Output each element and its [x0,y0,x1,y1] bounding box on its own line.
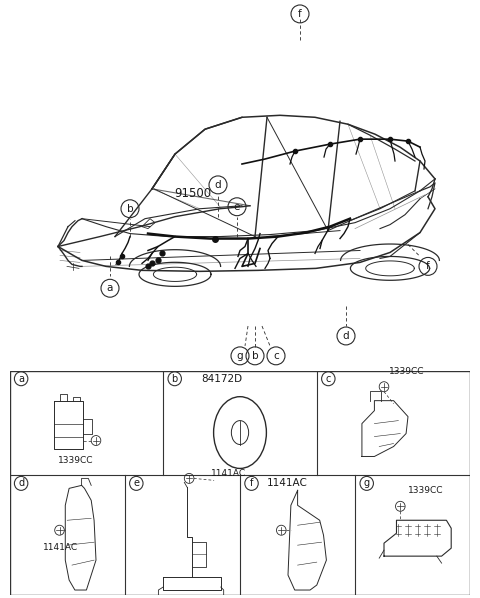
Text: c: c [273,351,279,361]
Text: 1339CC: 1339CC [389,367,424,376]
Text: f: f [426,261,430,271]
Text: 91500: 91500 [174,187,211,200]
Text: 1339CC: 1339CC [58,456,93,465]
Text: a: a [107,283,113,293]
Text: g: g [237,351,243,361]
Text: f: f [298,9,302,19]
Text: b: b [127,204,133,213]
Text: 84172D: 84172D [202,374,243,384]
Text: 1141AC: 1141AC [267,478,308,489]
Text: 1339CC: 1339CC [408,486,444,495]
Text: c: c [325,374,331,384]
Text: g: g [364,478,370,489]
Text: f: f [250,478,253,489]
Text: e: e [133,478,139,489]
Text: a: a [18,374,24,384]
Text: 1141AC: 1141AC [43,543,78,552]
Text: b: b [252,351,258,361]
Text: d: d [215,180,221,190]
Text: d: d [343,331,349,341]
Text: b: b [171,374,178,384]
Text: d: d [18,478,24,489]
Text: 1141AC: 1141AC [211,469,246,478]
Text: e: e [234,202,240,212]
